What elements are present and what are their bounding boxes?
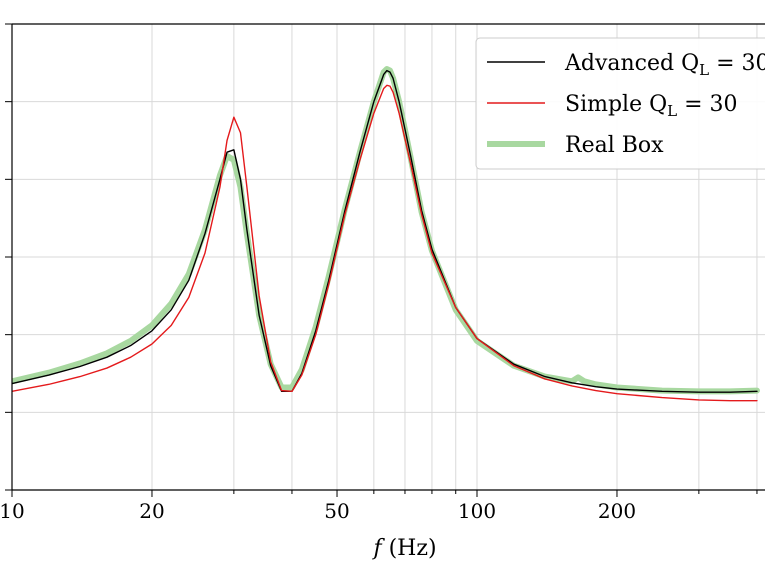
x-tick-label: 200 [598, 499, 636, 523]
x-axis-label: f (Hz) [371, 536, 436, 561]
x-tick-labels: 10 20 50 100 200 [0, 499, 636, 523]
series-line-advanced [12, 69, 758, 393]
tick-marks [5, 23, 758, 497]
series-lines [12, 66, 760, 402]
x-tick-label: 10 [0, 499, 25, 523]
legend-items: Advanced QL = 30 Simple QL = 30 Real Box [487, 51, 765, 158]
legend-label: Simple QL = 30 [565, 92, 738, 120]
legend-label: Advanced QL = 30 [564, 51, 765, 79]
legend-box [475, 37, 765, 170]
x-tick-label: 100 [458, 499, 496, 523]
x-tick-label: 20 [139, 499, 164, 523]
legend: Advanced QL = 30 Simple QL = 30 Real Box [475, 37, 765, 170]
x-tick-label: 50 [324, 499, 349, 523]
series-line-simple [12, 84, 758, 402]
legend-label: Real Box [565, 133, 664, 158]
